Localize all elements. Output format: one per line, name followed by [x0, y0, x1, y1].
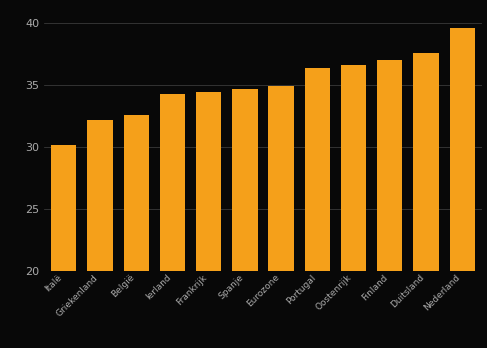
Bar: [377, 60, 402, 348]
Bar: [450, 28, 475, 348]
Bar: [124, 115, 149, 348]
Bar: [160, 94, 185, 348]
Bar: [268, 86, 294, 348]
Bar: [341, 65, 366, 348]
Bar: [51, 145, 76, 348]
Bar: [232, 89, 258, 348]
Bar: [305, 68, 330, 348]
Bar: [413, 53, 439, 348]
Bar: [196, 93, 221, 348]
Bar: [87, 120, 112, 348]
